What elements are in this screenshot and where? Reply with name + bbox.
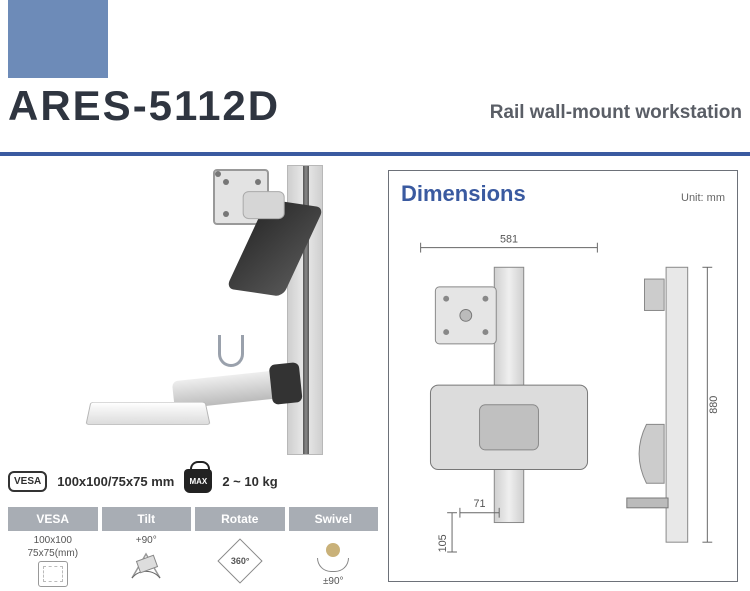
- dimensions-title-row: Dimensions Unit: mm: [401, 181, 725, 207]
- header-divider: [0, 152, 750, 156]
- swivel-icon: [315, 543, 351, 574]
- spec-table: VESA 100x100 75x75(mm) Tilt +90° Rotate …: [8, 507, 378, 587]
- spec-head: Swivel: [289, 507, 379, 531]
- tilt-icon: [126, 548, 166, 582]
- spec-col-swivel: Swivel ±90°: [289, 507, 379, 587]
- spec-body: +90°: [102, 531, 192, 587]
- spec-text: +90°: [136, 535, 157, 546]
- product-illustration: [33, 165, 353, 455]
- dimensions-title: Dimensions: [401, 181, 526, 207]
- dim-height-label: 880: [708, 396, 720, 414]
- spec-head: Rotate: [195, 507, 285, 531]
- weight-range: 2 ~ 10 kg: [222, 474, 277, 489]
- vesa-badge-icon: VESA: [8, 471, 47, 492]
- dimensions-drawing: 581 71 105 880: [401, 215, 725, 565]
- max-weight-icon: MAX: [184, 469, 212, 493]
- dim-width-label: 581: [500, 234, 518, 246]
- cable-hook-icon: [218, 335, 244, 367]
- spec-text: ±90°: [323, 576, 344, 587]
- mini-vesa-icon: [38, 561, 68, 587]
- spec-text: 75x75(mm): [27, 548, 78, 559]
- spec-col-tilt: Tilt +90°: [102, 507, 192, 587]
- spec-head: Tilt: [102, 507, 192, 531]
- accent-block: [8, 0, 108, 78]
- spec-body: 100x100 75x75(mm): [8, 531, 98, 587]
- dimensions-panel: Dimensions Unit: mm 581 71 105: [388, 170, 738, 582]
- title-row: ARES-5112D Rail wall-mount workstation: [0, 82, 750, 134]
- dimensions-unit: Unit: mm: [681, 192, 725, 204]
- vesa-sizes: 100x100/75x75 mm: [57, 474, 174, 489]
- product-title: ARES-5112D: [8, 82, 280, 130]
- spec-col-rotate: Rotate 360°: [195, 507, 285, 587]
- spec-body: ±90°: [289, 531, 379, 587]
- rotate-icon: 360°: [217, 538, 262, 583]
- spec-body: 360°: [195, 531, 285, 587]
- spec-head: VESA: [8, 507, 98, 531]
- dim-sub-height: 105: [437, 534, 449, 552]
- spec-text: 100x100: [34, 535, 72, 546]
- left-panel: VESA 100x100/75x75 mm MAX 2 ~ 10 kg VESA…: [8, 165, 378, 587]
- product-subtitle: Rail wall-mount workstation: [490, 102, 742, 130]
- dim-sub-width: 71: [474, 498, 486, 510]
- keyboard-tray-icon: [85, 402, 210, 425]
- spec-col-vesa: VESA 100x100 75x75(mm): [8, 507, 98, 587]
- spec-line: VESA 100x100/75x75 mm MAX 2 ~ 10 kg: [8, 469, 378, 493]
